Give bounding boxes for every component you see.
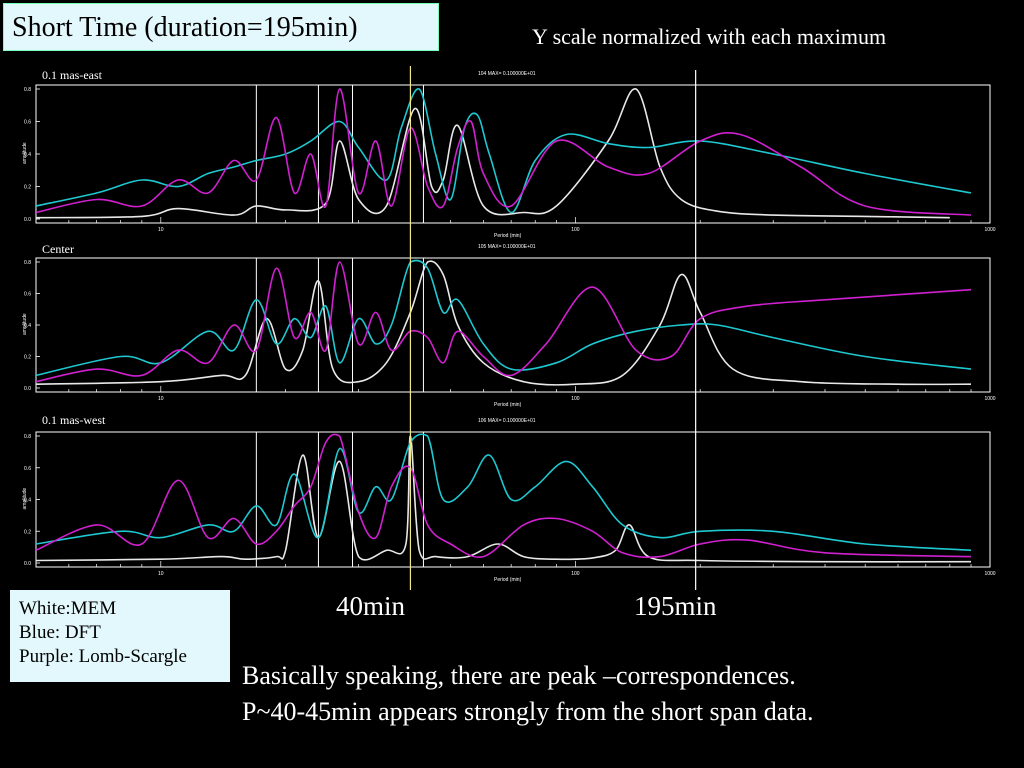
y-tick-label: 0.4 bbox=[24, 152, 31, 158]
x-tick-label: 1000 bbox=[984, 227, 995, 233]
notes: Basically speaking, there are peak –corr… bbox=[242, 658, 814, 730]
y-tick-label: 0.0 bbox=[24, 561, 31, 567]
x-tick-label: 100 bbox=[571, 227, 580, 233]
marker-label-40min: 40min bbox=[336, 591, 406, 621]
panel-name-label: Center bbox=[42, 242, 74, 256]
x-axis-label: Period (min) bbox=[494, 233, 522, 239]
panel-caption: 104 MAX= 0.100000E+01 bbox=[478, 71, 536, 77]
dft-curve bbox=[35, 88, 972, 214]
panel-caption: 106 MAX= 0.100000E+01 bbox=[478, 418, 536, 424]
legend-item-lomb: Purple: Lomb-Scargle bbox=[19, 646, 187, 667]
y-tick-label: 0.0 bbox=[24, 217, 31, 223]
legend-item-mem: White:MEM bbox=[19, 598, 117, 619]
x-tick-label: 10 bbox=[158, 571, 164, 577]
panel-name-label: 0.1 mas-west bbox=[42, 413, 106, 427]
x-tick-label: 100 bbox=[571, 571, 580, 577]
y-tick-label: 0.4 bbox=[24, 323, 31, 329]
mem-curve bbox=[35, 435, 972, 563]
y-tick-label: 0.2 bbox=[24, 355, 31, 361]
x-tick-label: 1000 bbox=[984, 571, 995, 577]
dft-curve bbox=[35, 259, 972, 377]
y-axis-label: amplitude bbox=[22, 142, 28, 164]
panel-frame bbox=[35, 84, 991, 224]
legend-item-dft: Blue: DFT bbox=[19, 622, 101, 643]
y-tick-label: 0.6 bbox=[24, 466, 31, 472]
x-tick-label: 1000 bbox=[984, 396, 995, 402]
y-tick-label: 0.8 bbox=[24, 87, 31, 93]
page-title: Short Time (duration=195min) bbox=[3, 3, 439, 51]
panel-2: Center 105 MAX= 0.100000E+01 Period (min) a… bbox=[22, 242, 996, 408]
panel-3: 0.1 mas-west 106 MAX= 0.100000E+01 Period … bbox=[22, 413, 996, 583]
legend: White:MEM Blue: DFT Purple: Lomb-Scargle bbox=[10, 590, 230, 682]
dft-curve bbox=[35, 433, 972, 552]
note-line-1: Basically speaking, there are peak –corr… bbox=[242, 661, 796, 690]
panel-frame bbox=[35, 431, 991, 568]
y-tick-label: 0.2 bbox=[24, 185, 31, 191]
lomb-curve bbox=[35, 433, 972, 559]
x-axis-label: Period (min) bbox=[494, 577, 522, 583]
lomb-curve bbox=[35, 261, 972, 383]
y-tick-label: 0.2 bbox=[24, 529, 31, 535]
y-tick-label: 0.8 bbox=[24, 260, 31, 266]
note-line-2: P~40-45min appears strongly from the sho… bbox=[242, 697, 814, 726]
lomb-curve bbox=[35, 88, 972, 216]
y-tick-label: 0.8 bbox=[24, 434, 31, 440]
x-tick-label: 10 bbox=[158, 227, 164, 233]
y-tick-label: 0.4 bbox=[24, 498, 31, 504]
x-tick-label: 100 bbox=[571, 396, 580, 402]
x-tick-label: 10 bbox=[158, 396, 164, 402]
y-tick-label: 0.6 bbox=[24, 292, 31, 298]
chart-subtitle: Y scale normalized with each maximum bbox=[532, 24, 887, 49]
panel-1: 0.1 mas-east 104 MAX= 0.100000E+01 Period … bbox=[22, 68, 996, 239]
mem-curve bbox=[35, 88, 950, 219]
marker-label-195min: 195min bbox=[634, 591, 717, 621]
y-axis-label: amplitude bbox=[22, 313, 28, 335]
panel-name-label: 0.1 mas-east bbox=[42, 68, 103, 82]
y-tick-label: 0.0 bbox=[24, 386, 31, 392]
y-axis-label: amplitude bbox=[22, 488, 28, 510]
x-axis-label: Period (min) bbox=[494, 402, 522, 408]
y-tick-label: 0.6 bbox=[24, 120, 31, 126]
panel-frame bbox=[35, 257, 991, 393]
panel-caption: 105 MAX= 0.100000E+01 bbox=[478, 244, 536, 250]
